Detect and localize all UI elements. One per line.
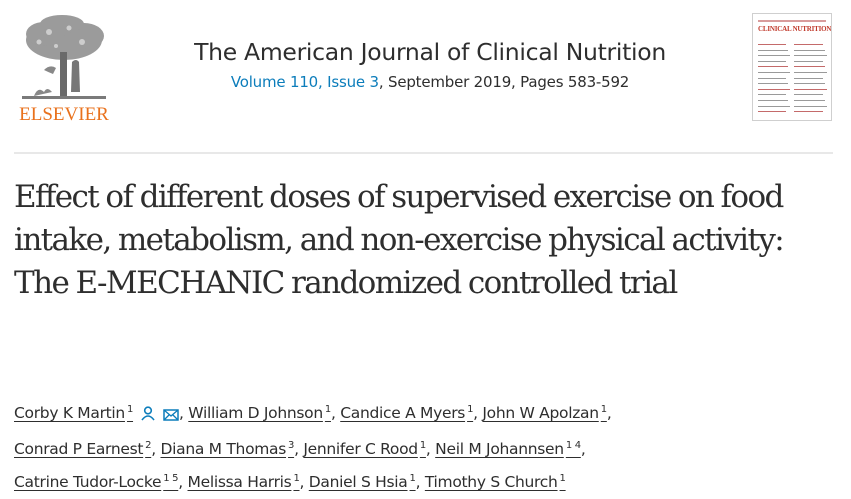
author-name: Catrine Tudor-Locke bbox=[14, 473, 162, 491]
cover-text-line bbox=[758, 60, 786, 62]
author-name: Neil M Johannsen bbox=[435, 440, 564, 458]
author-link[interactable]: Melissa Harris 1 bbox=[188, 473, 300, 491]
cover-text-line bbox=[794, 77, 823, 79]
affiliation-superscript: 1 4 bbox=[565, 440, 581, 451]
author-separator: , bbox=[415, 473, 425, 491]
cover-text-line bbox=[758, 55, 790, 57]
publisher-logo[interactable]: ELSEVIER bbox=[14, 12, 114, 127]
cover-text-line bbox=[758, 105, 790, 107]
cover-text-line bbox=[794, 111, 823, 113]
affiliation-superscript: 1 bbox=[409, 473, 416, 484]
author-separator: , bbox=[606, 404, 612, 422]
author-link[interactable]: Neil M Johannsen 1 4 bbox=[435, 440, 581, 458]
affiliation-superscript: 2 bbox=[145, 440, 152, 451]
author-name: Melissa Harris bbox=[187, 473, 292, 491]
author-separator: , bbox=[178, 473, 188, 491]
cover-text-line bbox=[794, 88, 827, 90]
affiliation-superscript: 1 bbox=[467, 404, 474, 415]
author-link[interactable]: Candice A Myers 1 bbox=[340, 404, 473, 422]
cover-text-line bbox=[758, 111, 786, 113]
author-link[interactable]: Corby K Martin 1 bbox=[14, 404, 133, 422]
journal-meta: Volume 110, Issue 3, September 2019, Pag… bbox=[130, 73, 730, 91]
author-separator: , bbox=[294, 440, 304, 458]
cover-text-line bbox=[758, 72, 790, 73]
journal-cover-thumbnail[interactable]: CLINICAL NUTRITION bbox=[752, 13, 832, 121]
author-name: Conrad P Earnest bbox=[14, 440, 144, 458]
cover-header-bar bbox=[758, 20, 826, 22]
cover-text-line bbox=[794, 72, 827, 73]
affiliation-superscript: 1 bbox=[126, 404, 134, 415]
affiliation-superscript: 3 bbox=[288, 440, 295, 451]
affiliation-superscript: 1 5 bbox=[163, 473, 179, 484]
author-separator: , bbox=[299, 473, 309, 491]
author-link[interactable]: John W Apolzan 1 bbox=[482, 404, 607, 422]
author-name: John W Apolzan bbox=[482, 404, 599, 422]
author-link[interactable]: Daniel S Hsia 1 bbox=[309, 473, 416, 491]
cover-text-line bbox=[758, 83, 788, 85]
affiliation-superscript: 1 bbox=[559, 473, 566, 484]
author-link[interactable]: Catrine Tudor-Locke 1 5 bbox=[14, 473, 179, 491]
cover-text-line bbox=[758, 94, 786, 96]
cover-title: CLINICAL NUTRITION bbox=[758, 25, 832, 33]
author-list: Corby K Martin 1, William D Johnson 1, Can… bbox=[14, 395, 844, 497]
cover-text-line bbox=[758, 44, 786, 45]
author-name: Corby K Martin bbox=[14, 404, 125, 422]
author-link[interactable]: Diana M Thomas 3 bbox=[160, 440, 294, 458]
elsevier-tree-icon bbox=[22, 15, 106, 99]
cover-text-line bbox=[794, 55, 827, 57]
cover-text-line bbox=[794, 44, 823, 45]
volume-issue-link[interactable]: Volume 110, Issue 3 bbox=[230, 73, 379, 91]
cover-text-line bbox=[758, 88, 790, 90]
author-name: Candice A Myers bbox=[340, 404, 466, 422]
affiliation-superscript: 1 bbox=[324, 404, 331, 415]
author-link[interactable]: Timothy S Church 1 bbox=[425, 473, 566, 491]
affiliation-superscript: 1 bbox=[419, 440, 426, 451]
author-separator: , bbox=[151, 440, 161, 458]
envelope-icon[interactable] bbox=[163, 402, 179, 431]
author-separator: , bbox=[179, 404, 189, 422]
author-separator: , bbox=[473, 404, 483, 422]
cover-text-line bbox=[758, 66, 788, 68]
cover-text-line bbox=[794, 100, 825, 101]
author-name: Jennifer C Rood bbox=[303, 440, 418, 458]
affiliation-superscript: 1 bbox=[293, 473, 300, 484]
journal-meta-rest: , September 2019, Pages 583-592 bbox=[378, 73, 630, 91]
cover-text-line bbox=[794, 60, 823, 62]
cover-text-line bbox=[794, 105, 827, 107]
author-name: Daniel S Hsia bbox=[308, 473, 408, 491]
author-separator: , bbox=[580, 440, 586, 458]
author-separator: , bbox=[425, 440, 436, 458]
author-link[interactable]: William D Johnson 1 bbox=[188, 404, 331, 422]
journal-title[interactable]: The American Journal of Clinical Nutriti… bbox=[194, 38, 666, 66]
header-divider bbox=[14, 152, 833, 154]
cover-text-line bbox=[758, 77, 786, 79]
cover-text-line bbox=[758, 49, 788, 51]
author-link[interactable]: Jennifer C Rood 1 bbox=[303, 440, 426, 458]
author-name: Timothy S Church bbox=[424, 473, 558, 491]
author-separator: , bbox=[330, 404, 341, 422]
cover-text-line bbox=[758, 100, 788, 101]
cover-text-line bbox=[794, 49, 825, 51]
affiliation-superscript: 1 bbox=[600, 404, 607, 415]
author-name: William D Johnson bbox=[188, 404, 323, 422]
article-title: Effect of different doses of supervised … bbox=[14, 179, 785, 301]
cover-text-line bbox=[794, 94, 823, 96]
journal-header: The American Journal of Clinical Nutriti… bbox=[130, 38, 730, 91]
author-link[interactable]: Conrad P Earnest 2 bbox=[14, 440, 152, 458]
person-icon[interactable] bbox=[141, 402, 155, 431]
author-name: Diana M Thomas bbox=[160, 440, 287, 458]
cover-text-line bbox=[794, 83, 825, 85]
publisher-name: ELSEVIER bbox=[19, 104, 109, 125]
cover-text-line bbox=[794, 66, 825, 68]
